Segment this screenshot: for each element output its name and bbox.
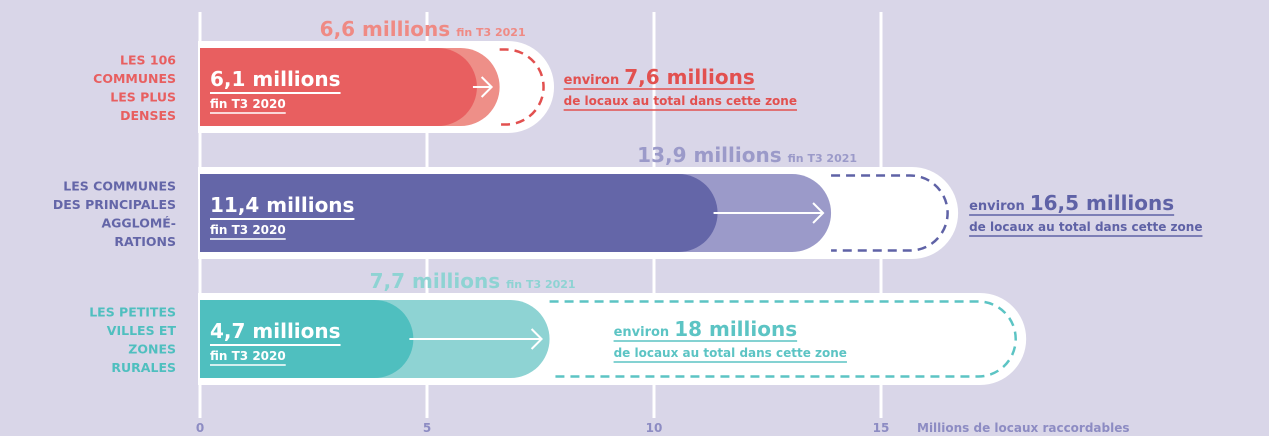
- label-2020-period: fin T3 2020: [210, 97, 286, 111]
- category-label-line: DENSES: [120, 108, 176, 123]
- label-2020-value: 6,1 millions: [210, 67, 341, 91]
- category-label-line: AGGLOMÉ-: [101, 215, 176, 230]
- label-2021-value: 7,7 millions: [370, 269, 501, 293]
- label-total-prefix: environ: [564, 73, 620, 88]
- arrow-icon: [812, 202, 825, 224]
- label-total-value: 16,5 millions: [1030, 191, 1174, 215]
- arrow-icon: [530, 328, 543, 350]
- category-label-line: DES PRINCIPALES: [53, 197, 176, 212]
- category-label-line: LES 106: [120, 52, 176, 67]
- label-total-value: 18 millions: [674, 317, 797, 341]
- x-axis: 0 5 10 15 Millions de locaux raccordables: [196, 421, 1130, 435]
- label-total: environ 18 millions de locaux au total dan…: [613, 317, 847, 363]
- label-total: environ 16,5 millions de locaux au total d…: [969, 191, 1203, 237]
- label-2021: 6,6 millions fin T3 2021: [320, 17, 526, 41]
- total-bar: [831, 174, 949, 252]
- label-2021-period: fin T3 2021: [456, 26, 525, 39]
- category-label-line: COMMUNES: [93, 71, 176, 86]
- category-label-line: LES PETITES: [89, 304, 176, 319]
- label-2021-period: fin T3 2021: [788, 152, 857, 165]
- label-2021: 13,9 millions fin T3 2021: [637, 143, 857, 167]
- category-label-line: RURALES: [111, 360, 176, 375]
- x-tick-label: 15: [873, 421, 890, 435]
- bar-2020: [200, 174, 718, 252]
- category-3: 4,7 millions fin T3 2020 7,7 millions fin T…: [89, 269, 1027, 385]
- arrow-icon: [480, 76, 494, 98]
- label-total-value: 7,6 millions: [624, 65, 755, 89]
- label-total-prefix: environ: [614, 325, 670, 340]
- label-2021: 7,7 millions fin T3 2021: [370, 269, 576, 293]
- category-label-line: LES PLUS: [110, 89, 176, 104]
- x-tick-label: 5: [423, 421, 431, 435]
- x-tick-label: 0: [196, 421, 204, 435]
- category-1: 6,1 millions fin T3 2020 6,6 millions fin T…: [93, 17, 798, 133]
- label-2020-period: fin T3 2020: [210, 349, 286, 363]
- category-2: 11,4 millions fin T3 2020 13,9 millions fin…: [53, 143, 1203, 259]
- label-total-suffix: de locaux au total dans cette zone: [969, 220, 1202, 234]
- label-2021-value: 6,6 millions: [320, 17, 451, 41]
- category-label: LES PETITES VILLES ET ZONES RURALES: [89, 304, 176, 375]
- label-total-suffix: de locaux au total dans cette zone: [564, 94, 797, 108]
- category-label-line: VILLES ET: [107, 323, 177, 338]
- bar-2020: [200, 48, 477, 126]
- x-tick-label: 10: [646, 421, 663, 435]
- label-2020-value: 4,7 millions: [210, 319, 341, 343]
- label-total-prefix: environ: [969, 199, 1025, 214]
- category-label-line: LES COMMUNES: [63, 178, 176, 193]
- category-label: LES COMMUNES DES PRINCIPALES AGGLOMÉ- RATIO…: [53, 178, 176, 249]
- label-total: environ 7,6 millions de locaux au total da…: [563, 65, 798, 111]
- label-2021-period: fin T3 2021: [506, 278, 575, 291]
- category-label-line: ZONES: [128, 341, 176, 356]
- x-axis-label: Millions de locaux raccordables: [917, 421, 1130, 435]
- label-2021-value: 13,9 millions: [637, 143, 781, 167]
- total-bar: [499, 48, 545, 126]
- label-total-suffix: de locaux au total dans cette zone: [614, 346, 847, 360]
- label-2020-period: fin T3 2020: [210, 223, 286, 237]
- total-bar: [549, 300, 1017, 378]
- label-2020-value: 11,4 millions: [210, 193, 354, 217]
- category-label: LES 106 COMMUNES LES PLUS DENSES: [93, 52, 176, 123]
- category-label-line: RATIONS: [114, 234, 176, 249]
- bar-2020: [200, 300, 414, 378]
